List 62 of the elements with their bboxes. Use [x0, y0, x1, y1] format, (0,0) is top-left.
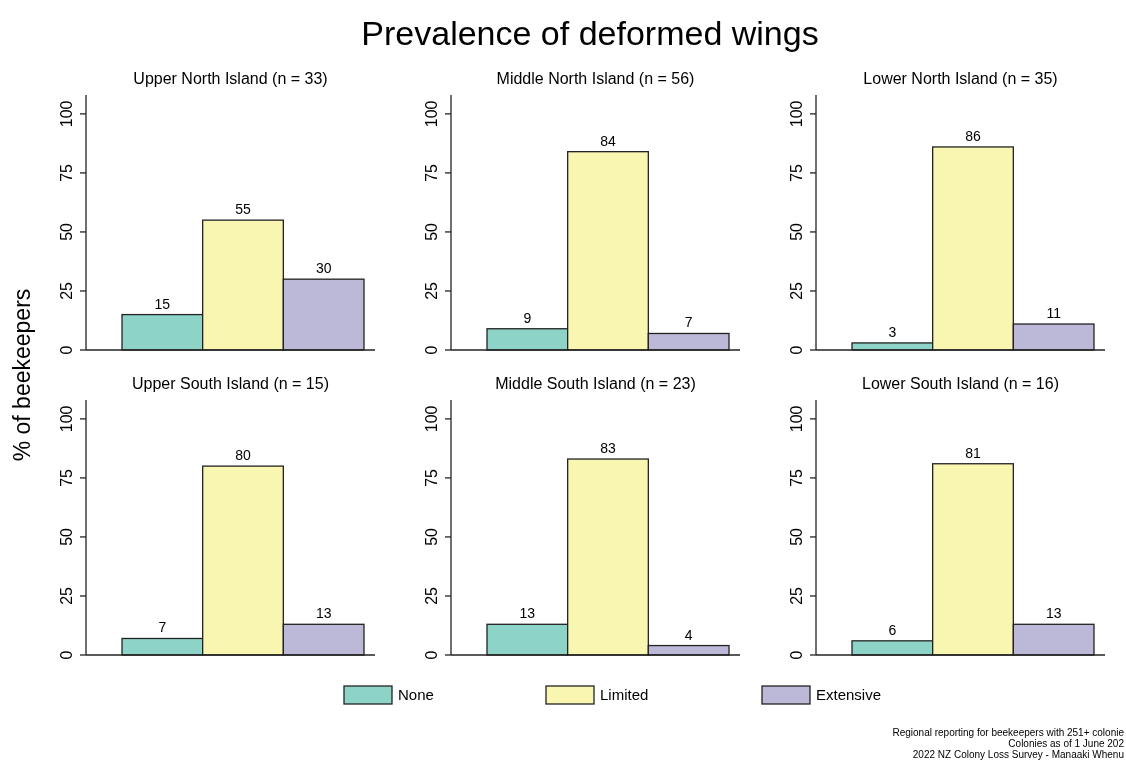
y-tick-label: 100 [788, 100, 805, 128]
y-axis-title: % of beekeepers [9, 288, 35, 462]
data-label: 15 [154, 295, 171, 312]
y-tick-label: 0 [423, 650, 440, 660]
y-tick-label: 100 [58, 100, 75, 128]
y-tick-label: 25 [788, 281, 805, 300]
data-label: 7 [684, 314, 693, 331]
y-tick-label: 25 [423, 281, 440, 300]
y-tick-label: 50 [788, 527, 805, 546]
data-label: 81 [965, 444, 981, 461]
y-tick-label: 100 [423, 405, 440, 433]
legend-label: None [398, 686, 434, 703]
y-tick-label: 75 [423, 468, 440, 487]
data-label: 86 [965, 127, 981, 144]
data-label: 80 [235, 447, 251, 464]
data-label: 13 [315, 605, 332, 622]
y-tick-label: 100 [788, 405, 805, 433]
y-tick-label: 50 [788, 222, 805, 241]
data-label: 4 [684, 626, 693, 643]
legend-label: Extensive [816, 686, 882, 703]
y-tick-label: 0 [423, 345, 440, 355]
text: 2022 NZ Colony Loss Survey - Manaaki Whenu [912, 749, 1124, 760]
data-label: 6 [888, 621, 897, 638]
y-tick-label: 0 [58, 650, 75, 660]
legend-label: Limited [600, 686, 649, 703]
y-tick-label: 50 [58, 222, 75, 241]
chart-title: Lower South Island (n = 16) [861, 375, 1060, 392]
y-tick-label: 0 [58, 345, 75, 355]
data-label: 55 [235, 201, 251, 218]
chart-title: Upper North Island (n = 33) [133, 70, 328, 87]
text: Regional reporting for beekeepers with 251+ colonie [892, 727, 1125, 738]
y-tick-label: 75 [788, 468, 805, 487]
chart-title: Middle South Island (n = 23) [495, 375, 696, 392]
y-tick-label: 100 [423, 100, 440, 128]
data-label: 7 [158, 619, 167, 636]
chart-title: Lower North Island (n = 35) [863, 70, 1058, 87]
data-label: 13 [519, 605, 536, 622]
y-tick-label: 75 [788, 163, 805, 182]
y-tick-label: 50 [58, 527, 75, 546]
data-label: 83 [600, 440, 616, 457]
chart-title: Upper South Island (n = 15) [131, 375, 330, 392]
y-tick-label: 0 [788, 650, 805, 660]
y-tick-label: 75 [58, 468, 75, 487]
y-tick-label: 25 [788, 586, 805, 605]
data-label: 3 [888, 323, 897, 340]
y-tick-label: 0 [788, 345, 805, 355]
y-tick-label: 25 [58, 281, 75, 300]
data-label: 84 [600, 132, 616, 149]
y-tick-label: 75 [58, 163, 75, 182]
text: Prevalence of deformed wings [361, 14, 819, 52]
y-tick-label: 75 [423, 163, 440, 182]
data-label: 13 [1045, 605, 1062, 622]
y-tick-label: 25 [423, 586, 440, 605]
y-tick-label: 25 [58, 586, 75, 605]
data-label: 9 [523, 309, 532, 326]
data-label: 30 [315, 260, 332, 277]
y-tick-label: 100 [58, 405, 75, 433]
y-tick-label: 50 [423, 527, 440, 546]
data-label: 11 [1046, 305, 1062, 322]
text: Colonies as of 1 June 202 [1008, 738, 1125, 749]
y-tick-label: 50 [423, 222, 440, 241]
chart-title: Middle North Island (n = 56) [496, 70, 695, 87]
